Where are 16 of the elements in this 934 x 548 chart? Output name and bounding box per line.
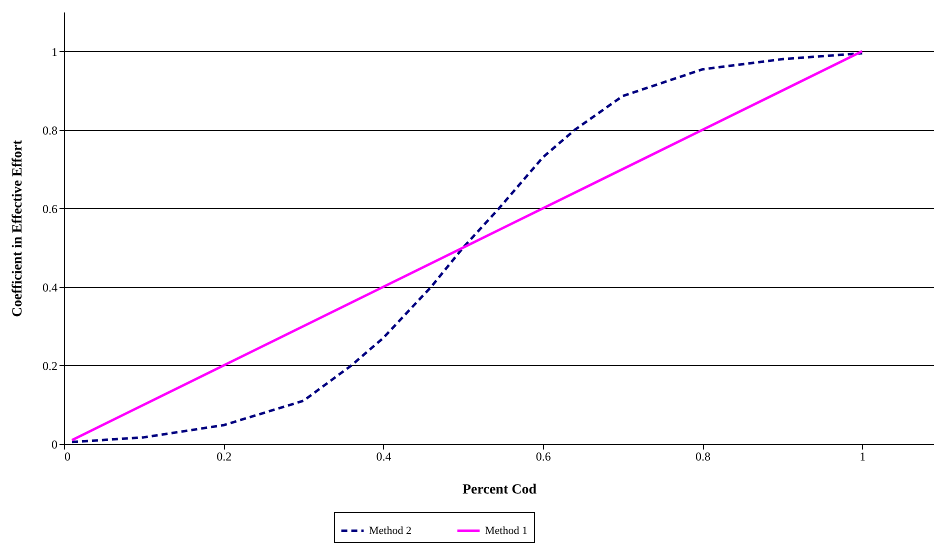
y-tick-label: 1 bbox=[52, 44, 58, 59]
y-axis-title: Coefficient in Effective Effort bbox=[10, 140, 26, 317]
x-tick-label: 0.4 bbox=[376, 450, 392, 464]
x-tick-label: 0.2 bbox=[216, 450, 232, 464]
y-tick-label: 0.6 bbox=[42, 202, 58, 216]
y-tick-label: 0 bbox=[52, 438, 58, 452]
x-axis-title: Percent Cod bbox=[462, 482, 537, 498]
x-tick-label: 1 bbox=[860, 450, 866, 464]
legend-label: Method 1 bbox=[485, 524, 528, 537]
x-tick-label: 0.6 bbox=[536, 450, 551, 464]
y-tick-label: 0.8 bbox=[42, 123, 58, 138]
y-tick-label: 0.4 bbox=[42, 280, 58, 294]
legend-label: Method 2 bbox=[369, 524, 412, 537]
x-tick-label: 0.8 bbox=[696, 450, 711, 464]
x-tick-label: 0 bbox=[64, 450, 70, 464]
y-tick-label: 0.2 bbox=[42, 358, 58, 373]
